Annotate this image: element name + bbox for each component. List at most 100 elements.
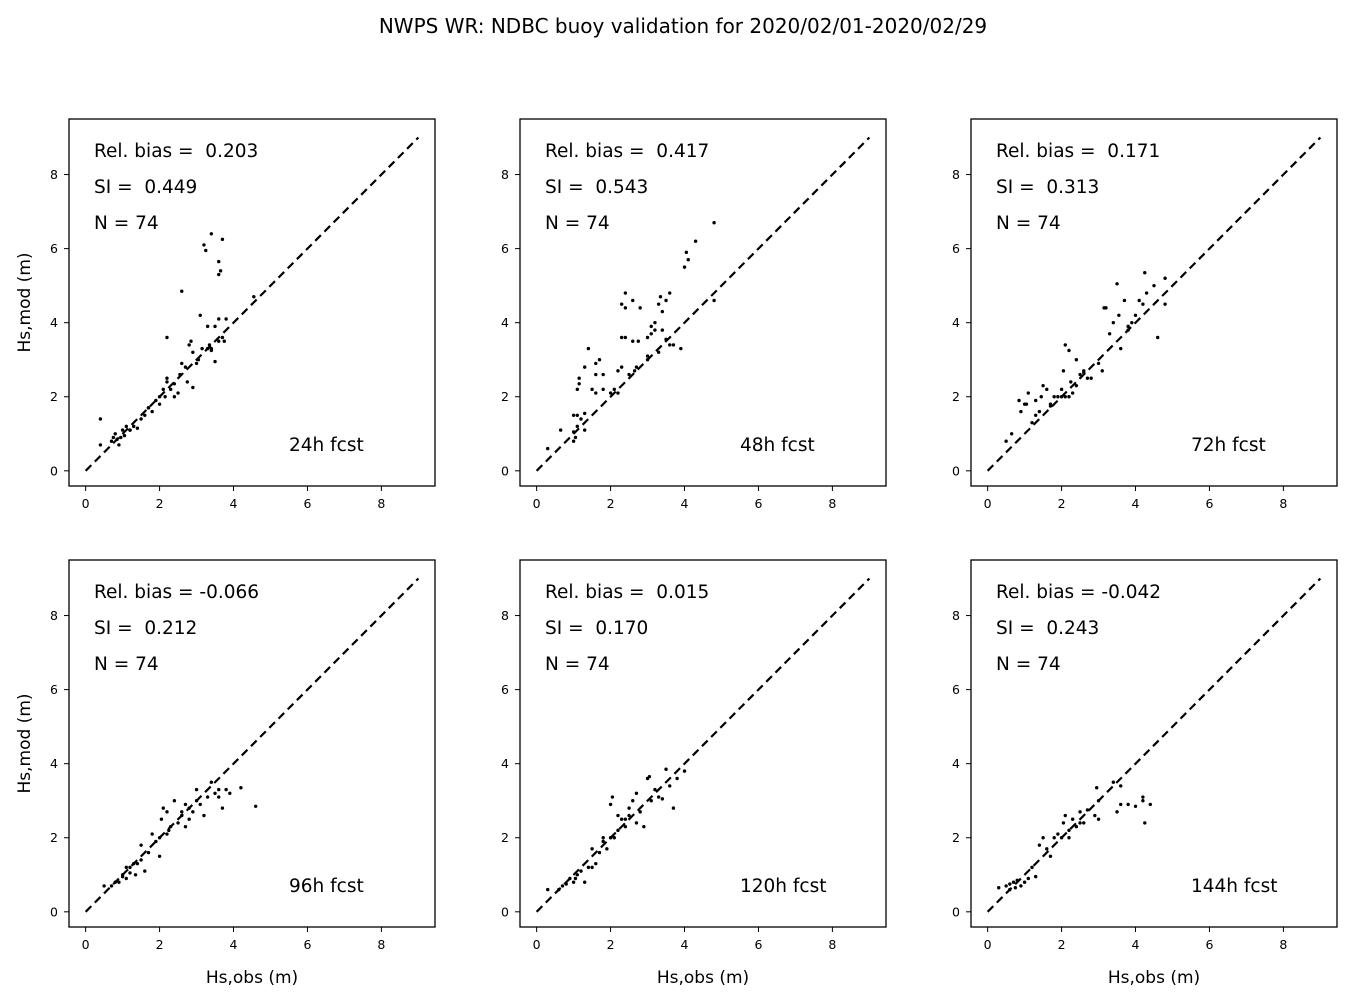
scatter-point [176, 391, 180, 395]
scatter-point [222, 339, 226, 343]
scatter-point [205, 346, 210, 351]
scatter-point [1141, 302, 1145, 306]
x-tick-label: 2 [1058, 496, 1066, 511]
scatter-point [660, 309, 665, 314]
forecast-label: 24h fcst [289, 435, 364, 456]
scatter-point [619, 335, 624, 340]
y-tick-label: 2 [952, 830, 960, 845]
scatter-point [1015, 878, 1019, 883]
scatter-point [616, 391, 620, 395]
scatter-point [582, 411, 587, 416]
scatter-point [575, 387, 580, 392]
scatter-point [113, 880, 117, 884]
scatter-point [1024, 402, 1029, 406]
scatter-point [217, 259, 221, 264]
x-tick-label: 0 [984, 496, 992, 511]
scatter-point [98, 417, 103, 421]
scatter-point [180, 810, 184, 814]
scatter-point [117, 880, 121, 884]
scatter-point [653, 787, 657, 792]
y-tick-label: 6 [50, 682, 58, 697]
scatter-point [634, 791, 639, 796]
axes-frame [970, 118, 1338, 487]
n-annotation: N = 74 [94, 213, 159, 234]
scatter-point [117, 443, 121, 447]
scatter-point [664, 337, 668, 342]
scatter-point [642, 824, 646, 829]
scatter-point [638, 810, 642, 814]
scatter-point [115, 437, 119, 442]
scatter-point [579, 417, 583, 421]
scatter-point [1122, 298, 1127, 303]
scatter-point [1019, 409, 1023, 414]
scatter-point [124, 424, 129, 429]
scatter-point [623, 824, 628, 829]
scatter-point [124, 865, 129, 870]
scatter-point [658, 295, 663, 299]
scatter-point [146, 850, 151, 855]
scatter-point [1041, 383, 1045, 388]
scatter-point [594, 361, 598, 366]
scatter-point [575, 873, 580, 877]
scatter-point [679, 346, 683, 351]
y-tick-label: 0 [501, 904, 509, 919]
scatter-point [636, 339, 641, 343]
scatter-point [649, 332, 653, 336]
n-annotation: N = 74 [545, 213, 610, 234]
x-tick-label: 4 [1132, 496, 1140, 511]
scatter-point [1033, 413, 1038, 417]
x-axis-label: Hs,obs (m) [657, 968, 749, 988]
scatter-point [627, 813, 631, 818]
y-tick-label: 8 [50, 608, 58, 623]
scatter-point [573, 876, 578, 881]
scatter-point [1085, 376, 1090, 380]
scatter-point [1089, 376, 1093, 380]
scatter-point [198, 802, 202, 807]
subplot-72h-fcst: 0 2 4 6 8 0 2 4 6 8 Rel. bias = 0.171 SI = 0.313 N =… [952, 118, 1338, 511]
scatter-point [1094, 786, 1099, 790]
scatter-point [1019, 884, 1023, 888]
scatter-point [1052, 836, 1056, 840]
scatter-point [165, 335, 169, 340]
x-axis-label: Hs,obs (m) [1108, 968, 1200, 988]
scatter-point [198, 313, 202, 317]
scatter-point [187, 343, 191, 347]
scatter-point [616, 813, 620, 818]
scatter-point [590, 847, 594, 851]
scatter-point [610, 795, 615, 799]
scatter-point [577, 376, 581, 380]
scatter-point [590, 865, 594, 870]
scatter-point [165, 810, 169, 814]
scatter-point [1119, 784, 1123, 788]
scatter-point [168, 387, 173, 392]
scatter-point [1067, 348, 1071, 353]
scatter-point [157, 395, 162, 399]
scatter-point [1048, 854, 1053, 858]
scatter-point [1096, 817, 1101, 821]
scatter-point [172, 395, 177, 399]
n-annotation: N = 74 [94, 654, 159, 675]
y-tick-label: 2 [50, 830, 58, 845]
scatter-point [143, 413, 147, 417]
scatter-point [1082, 821, 1086, 825]
scatter-point [712, 298, 716, 303]
scatter-point [194, 799, 199, 803]
scatter-point [1063, 395, 1067, 399]
scatter-point [631, 799, 635, 803]
y-tick-label: 2 [50, 389, 58, 404]
scatter-point [1115, 810, 1119, 814]
scatter-point [159, 817, 164, 821]
scatter-point [128, 871, 132, 875]
scatter-point [135, 426, 140, 430]
axes-frame [68, 118, 436, 487]
scatter-point [139, 417, 143, 421]
scatter-point [1133, 804, 1138, 808]
x-tick-label: 0 [533, 496, 541, 511]
scatter-point [557, 887, 561, 892]
x-tick-label: 4 [230, 937, 238, 952]
x-tick-label: 8 [1279, 496, 1287, 511]
scatter-point [1048, 402, 1053, 406]
scatter-point [1030, 865, 1034, 870]
scatter-point [645, 354, 650, 358]
y-tick-label: 8 [952, 608, 960, 623]
